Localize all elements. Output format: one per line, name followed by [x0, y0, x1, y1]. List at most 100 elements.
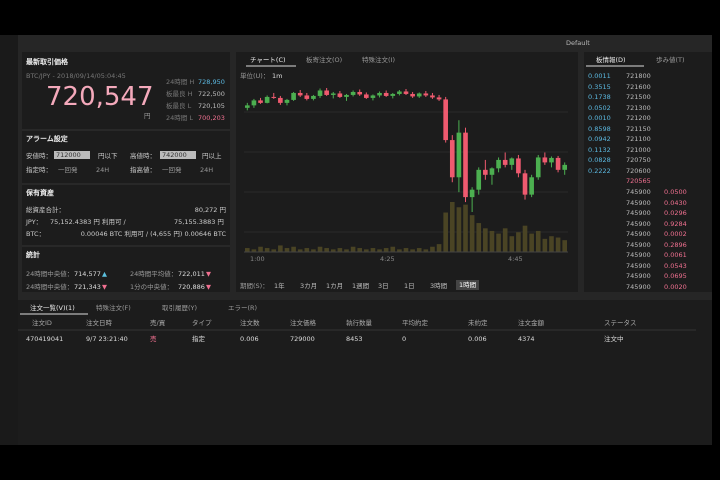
column-header: 未約定 [468, 319, 488, 327]
candle-body [449, 140, 455, 178]
candle-body [476, 169, 482, 190]
orderbook-tab[interactable]: 歩み値(T) [656, 56, 685, 64]
alarm-suffix: 円以下 [98, 152, 118, 160]
ask-price: 721200 [626, 114, 651, 122]
bid-price: 745900 [626, 261, 651, 270]
volume-bar [562, 240, 567, 252]
volume-bar [509, 236, 515, 252]
orders-tab[interactable]: 取引履歴(Y) [162, 304, 198, 312]
candle-body [383, 92, 389, 96]
candle-body [251, 100, 257, 106]
stat-value: 722,011 [178, 270, 205, 278]
candle-body [555, 157, 561, 170]
period-button[interactable]: 1カ月 [326, 282, 344, 290]
period-button[interactable]: 1時間 [456, 280, 480, 290]
holding-text: 総資産合計： [26, 206, 65, 214]
stat-label: 1分の中央値： [130, 283, 174, 291]
ask-price: 721150 [626, 124, 651, 133]
period-button[interactable]: 3日 [378, 282, 389, 290]
section-title: 統計 [26, 251, 40, 259]
candle-body [291, 92, 296, 100]
period-button[interactable]: 3時間 [430, 282, 448, 290]
ask-qty: 0.3515 [588, 82, 611, 91]
alarm-input[interactable]: 742000 [160, 151, 196, 159]
ask-qty: 0.0828 [588, 156, 611, 164]
orders-tab[interactable]: 特殊注文(F) [96, 304, 131, 312]
volume-bar [496, 233, 501, 252]
chart-tab[interactable]: 特殊注文(I) [362, 56, 395, 64]
volume-bar [390, 246, 396, 252]
volume-bar [430, 246, 435, 252]
orders-tab[interactable]: エラー(R) [228, 304, 258, 312]
ask-price: 721600 [626, 82, 651, 91]
stat-arrow: ▲ [102, 270, 107, 278]
candle-body [337, 93, 343, 97]
volume-bar [529, 233, 534, 252]
ask-price: 720750 [626, 156, 651, 164]
candle-body [549, 157, 554, 163]
ask-qty: 0.2222 [588, 166, 611, 175]
period-button[interactable]: 1日 [404, 282, 415, 290]
order-cell: 9/7 23:21:40 [86, 335, 128, 343]
ask-qty: 0.0010 [588, 114, 611, 122]
candle-body [410, 93, 415, 97]
volume-bar [476, 223, 482, 252]
bid-qty: 0.0061 [664, 251, 687, 259]
volume-bar [423, 249, 429, 252]
ask-price: 721500 [626, 93, 651, 101]
orderbook-tab[interactable]: 板情報(D) [596, 56, 626, 64]
candle-body [522, 173, 528, 195]
overlay [22, 129, 230, 247]
stat-label: 24時間中央値： [26, 283, 74, 291]
candle-body [284, 99, 290, 103]
volume-bar [377, 249, 382, 252]
volume-bar [330, 249, 336, 252]
stat-label: 24時間 H [166, 78, 195, 86]
volume-bar [403, 248, 409, 252]
volume-bar [317, 246, 323, 252]
alarm-input[interactable]: 712000 [54, 151, 90, 159]
x-tick-label: 4:25 [380, 255, 395, 263]
alarm-option[interactable]: 一回発 [162, 166, 182, 174]
orders-tab[interactable]: 注文一覧(V)(1) [30, 304, 75, 312]
candle-body [509, 158, 515, 165]
candle-body [304, 95, 310, 99]
ask-qty: 0.0942 [588, 135, 611, 143]
alarm-option[interactable]: 24H [200, 166, 214, 174]
bid-price: 745900 [626, 251, 651, 259]
period-button[interactable]: 3カ月 [300, 282, 318, 290]
period-button[interactable]: 1年 [274, 282, 285, 290]
candle-body [562, 164, 568, 170]
unit-select[interactable]: 1m [272, 72, 283, 80]
volume-bar [522, 225, 528, 252]
volume-bar [324, 248, 329, 252]
stat-arrow: ▼ [206, 283, 211, 291]
volume-bar [344, 249, 349, 252]
stat-value: 722,500 [198, 90, 225, 98]
period-button[interactable]: 1週間 [352, 282, 370, 290]
pair-time: BTC/JPY - 2018/09/14/05:04:45 [26, 72, 126, 80]
section-title: アラーム設定 [26, 135, 68, 143]
chart-tab[interactable]: 板寄注文(O) [306, 56, 343, 64]
holding-text: BTC： [26, 230, 46, 238]
alarm-label: 高値時： [130, 152, 156, 160]
alarm-option: 指高値： [130, 166, 156, 174]
chart-tab[interactable]: チャート(C) [250, 56, 286, 64]
theme-select[interactable]: Default [566, 39, 590, 47]
volume-bar [271, 249, 277, 252]
alarm-option[interactable]: 一回発 [58, 166, 78, 174]
order-cell: 0 [402, 335, 407, 343]
ask-qty: 0.1132 [588, 145, 611, 154]
orders-panel: 注文一覧(V)(1) 特殊注文(F) 取引履歴(Y) エラー(R) 注文ID 注文日時 売/… [18, 300, 712, 445]
alarm-suffix: 円以上 [202, 152, 222, 160]
column-header: 注文価格 [290, 319, 316, 327]
volume-bar [516, 232, 521, 252]
candle-body [264, 96, 270, 103]
order-cell: 売 [150, 335, 157, 343]
candle-body [463, 132, 468, 198]
holding-text: 0.00046 BTC 利用可 / (4,655 円) 0.00646 BTC [80, 230, 226, 238]
alarm-option[interactable]: 24H [96, 166, 110, 174]
candle-body [244, 105, 250, 108]
bid-price: 745900 [626, 230, 651, 238]
candle-body [370, 95, 376, 98]
